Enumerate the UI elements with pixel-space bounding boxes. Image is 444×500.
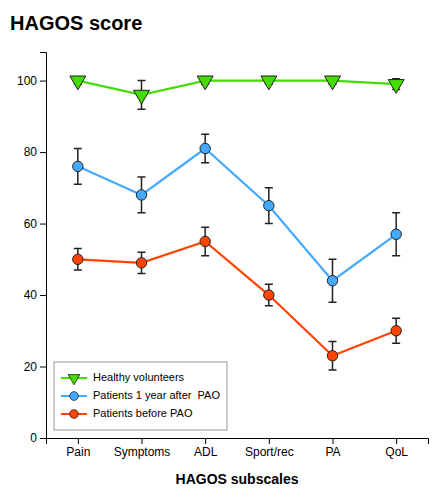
legend-label: Patients before PAO [93,407,193,419]
x-tick: ADL [194,438,218,459]
y-tick: 60 [24,217,46,231]
marks [70,76,404,370]
series [73,227,402,370]
series-line [78,241,396,355]
point [261,76,277,90]
legend-label: Patients 1 year after PAO [93,389,220,401]
x-tick: QoL [385,438,408,459]
y-tick: 100 [17,74,46,88]
x-tick-mark [269,438,270,444]
x-tick-mark [205,438,206,444]
y-tick-label: 20 [24,360,38,374]
legend-marker [70,410,79,419]
x-label: HAGOS subscales [176,471,299,487]
x-tick: Pain [66,438,90,459]
x-tick-label: QoL [385,445,408,459]
point [391,229,401,239]
x-tick-label: Pain [66,445,90,459]
y-tick-mark [40,367,46,368]
y-tick: 20 [24,360,46,374]
legend: Healthy volunteers Patients 1 year after … [54,362,227,430]
y-tick-mark [40,224,46,225]
series-line [78,81,396,95]
point [136,190,146,200]
point [197,76,213,90]
y-tick-mark [40,438,46,439]
x-axis-line [47,439,429,445]
legend-marker [70,392,79,401]
point [200,236,210,246]
point [264,290,274,300]
legend-item: Patients before PAO [61,407,193,419]
y-tick-label: 60 [24,217,38,231]
point [136,258,146,268]
y-tick: 40 [24,288,46,302]
point [325,76,341,90]
legend-label: Healthy volunteers [93,371,185,383]
point [73,161,83,171]
x-tick-mark [78,438,79,444]
point [73,254,83,264]
x-tick-label: ADL [194,445,218,459]
series [70,76,404,109]
x-tick: PA [325,438,340,459]
point [134,90,150,104]
legend-marker [68,375,80,385]
x-tick: Symptoms [114,438,171,459]
x-tick-label: PA [325,445,340,459]
plot: Pain Symptoms ADL Sport/rec PA QoL 0 20 40 60 80 10… [17,53,429,459]
x-tick-mark [396,438,397,444]
point [264,200,274,210]
point [388,80,404,94]
chart: HAGOS score Pain Symptoms ADL Sport/rec PA QoL… [0,0,444,500]
y-tick-label: 0 [30,431,37,445]
legend-box [54,362,227,430]
point [327,351,337,361]
series [73,134,402,302]
y-tick-label: 40 [24,288,38,302]
x-tick-label: Sport/rec [245,445,294,459]
y-axis: 0 20 40 60 80 100 [17,53,47,446]
y-tick-mark [40,81,46,82]
point [70,76,86,90]
y-tick-label: 80 [24,145,38,159]
point [327,276,337,286]
y-tick-label: 100 [17,74,37,88]
y-tick: 0 [30,431,46,445]
legend-item: Patients 1 year after PAO [61,389,220,401]
x-tick-label: Symptoms [114,445,171,459]
x-tick-mark [333,438,334,444]
x-axis: Pain Symptoms ADL Sport/rec PA QoL [47,438,429,459]
title: HAGOS score [10,12,142,34]
y-axis-line [40,53,47,439]
y-tick: 80 [24,145,46,159]
legend-item: Healthy volunteers [61,371,185,385]
y-tick-mark [40,295,46,296]
x-tick-mark [142,438,143,444]
point [391,326,401,336]
point [200,143,210,153]
y-tick-mark [40,152,46,153]
x-tick: Sport/rec [245,438,294,459]
